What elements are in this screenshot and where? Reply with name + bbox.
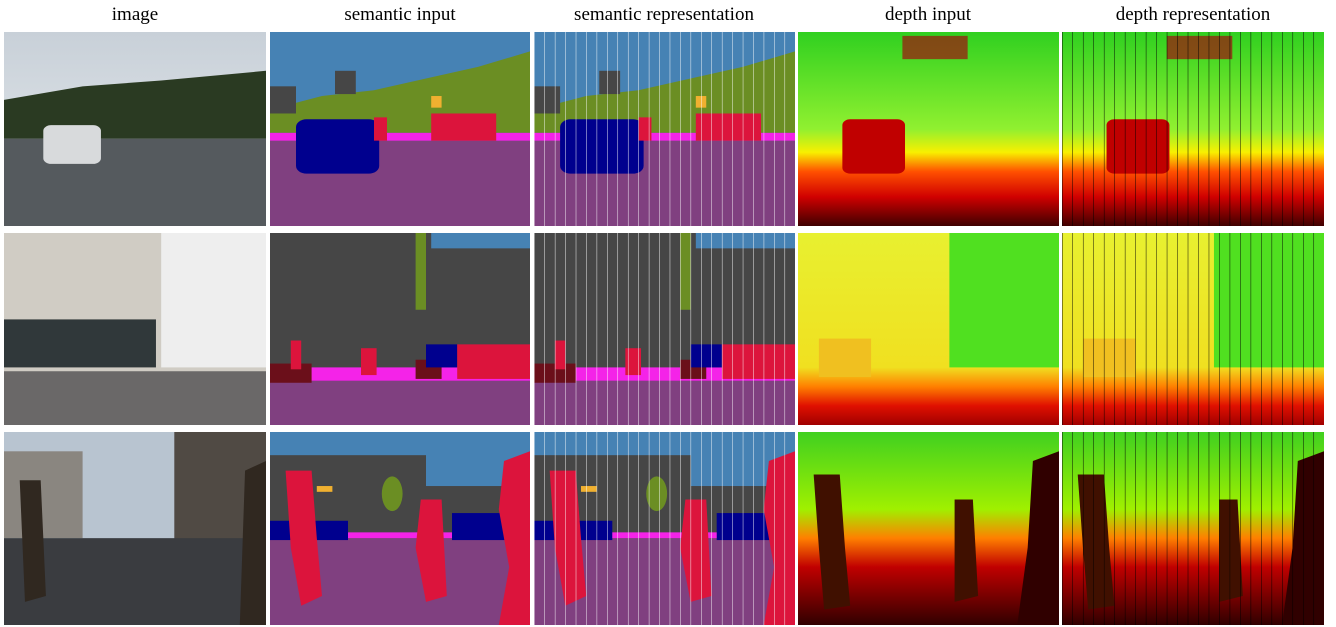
- panel: [1062, 233, 1324, 425]
- stripe-overlay: [534, 233, 795, 425]
- figure: image semantic input semantic representa…: [0, 0, 1336, 627]
- stripe-overlay: [1062, 32, 1324, 226]
- region: [949, 233, 1059, 367]
- region: [431, 113, 496, 140]
- panel: [798, 233, 1059, 425]
- region: [416, 233, 426, 310]
- region: [842, 119, 905, 173]
- region: [43, 125, 101, 164]
- region: [902, 36, 967, 59]
- depth-field: [798, 32, 1059, 226]
- region: [4, 319, 156, 367]
- region: [317, 486, 333, 492]
- panel: [798, 32, 1059, 226]
- column-header: semantic input: [344, 4, 456, 25]
- column-header: image: [112, 4, 158, 25]
- column-header: semantic representation: [574, 4, 754, 25]
- panel: [270, 32, 530, 226]
- region: [431, 233, 530, 248]
- region: [4, 451, 83, 538]
- panel: [4, 233, 266, 425]
- stripe-overlay: [534, 432, 795, 625]
- region: [161, 233, 266, 367]
- panel: [1062, 32, 1324, 226]
- panel: [534, 432, 795, 625]
- region: [431, 96, 441, 108]
- region: [335, 71, 356, 94]
- region: [457, 344, 530, 379]
- panel: [270, 233, 530, 425]
- region: [296, 119, 379, 173]
- column-header: depth input: [885, 4, 972, 25]
- column-header: depth representation: [1116, 4, 1271, 25]
- stripe-overlay: [534, 32, 795, 226]
- panel: [534, 32, 795, 226]
- region: [374, 117, 387, 140]
- stripe-overlay: [1062, 432, 1324, 625]
- region: [382, 476, 403, 511]
- region: [426, 344, 457, 367]
- region: [4, 371, 266, 425]
- region: [291, 341, 301, 370]
- region: [270, 381, 530, 425]
- region: [270, 364, 312, 383]
- panel: [4, 432, 266, 625]
- region: [270, 86, 296, 113]
- panel: [4, 32, 266, 226]
- panel: [798, 432, 1059, 625]
- stripe-overlay: [1062, 233, 1324, 425]
- panel: [534, 233, 795, 425]
- region: [361, 348, 377, 375]
- region: [819, 339, 871, 377]
- panel: [1062, 432, 1324, 625]
- panel: [270, 432, 530, 625]
